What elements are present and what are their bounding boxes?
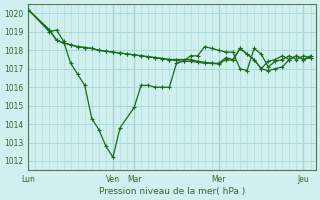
X-axis label: Pression niveau de la mer( hPa ): Pression niveau de la mer( hPa ) [99, 187, 245, 196]
